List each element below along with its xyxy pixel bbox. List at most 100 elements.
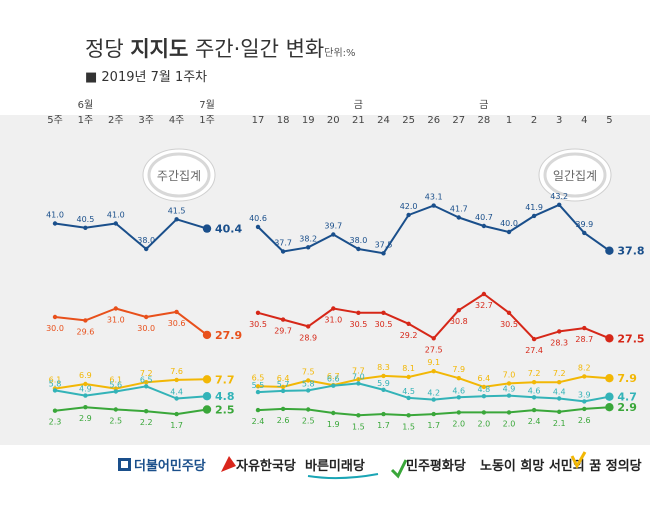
- daily-tick-6: 25: [402, 115, 415, 126]
- weekly-point-bareun-4: [174, 396, 179, 401]
- daily-label-pyeonghwa-9: 2.0: [478, 419, 491, 428]
- legend-item-minjoo: 더불어민주당: [118, 458, 206, 474]
- daily-label-jayu-13: 28.7: [575, 335, 593, 344]
- title-suffix: 주간·일간 변화: [188, 37, 324, 61]
- daily-label-jayu-3: 31.0: [324, 316, 342, 325]
- legend: 더불어민주당 자유한국당 바른미래당 민주평화당 노동이 희망 서민의 꿈 정의…: [118, 451, 642, 480]
- daily-point-jayu-6: [406, 321, 411, 326]
- daily-tick-5: 24: [377, 115, 390, 126]
- daily-label-bareun-11: 4.6: [528, 386, 541, 395]
- weekly-point-jeongui-5: [202, 375, 212, 384]
- daily-point-minjoo-5: [381, 251, 386, 256]
- weekly-tick-2: 2주: [108, 115, 124, 126]
- weekly-label-bareun-1: 4.9: [79, 385, 92, 394]
- weekly-point-jeongui-3: [144, 380, 149, 385]
- daily-point-pyeonghwa-2: [306, 407, 311, 412]
- weekly-label-pyeonghwa-4: 1.7: [170, 421, 183, 430]
- weekly-label-jeongui-4: 7.6: [170, 367, 183, 376]
- daily-point-jayu-3: [331, 306, 336, 311]
- daily-label-jeongui-14: 7.9: [617, 372, 637, 385]
- daily-label-bareun-5: 5.9: [377, 379, 390, 388]
- weekly-point-bareun-0: [52, 388, 58, 393]
- minjoo-logo-inner: [121, 461, 128, 468]
- weekly-point-bareun-2: [113, 389, 119, 394]
- badge-daily-ring: [543, 152, 607, 198]
- weekly-label-jeongui-1: 6.9: [79, 371, 92, 380]
- weekly-label-pyeonghwa-2: 2.5: [109, 417, 122, 426]
- weekly-label-bareun-5: 4.8: [215, 390, 235, 403]
- daily-label-jeongui-10: 7.0: [503, 370, 516, 379]
- weekly-label-bareun-0: 5.8: [49, 379, 62, 388]
- daily-label-jayu-5: 30.5: [375, 320, 393, 329]
- weekly-label-minjoo-5: 40.4: [215, 223, 242, 236]
- weekly-label-minjoo-2: 41.0: [107, 211, 125, 220]
- daily-point-bareun-0: [255, 389, 261, 395]
- weekly-tick-0: 5주: [47, 115, 63, 126]
- daily-label-jeongui-6: 8.1: [402, 364, 415, 373]
- daily-tick-8: 27: [452, 115, 465, 126]
- weekly-point-jayu-5: [202, 330, 212, 340]
- legend-item-jayu: 자유한국당: [221, 456, 296, 474]
- daily-point-pyeonghwa-14: [605, 403, 614, 412]
- daily-point-pyeonghwa-4: [356, 413, 361, 418]
- legend-label-pyeonghwa: 민주평화당: [406, 458, 466, 474]
- daily-label-jayu-4: 30.5: [349, 320, 367, 329]
- weekly-tick-5: 1주: [199, 115, 215, 126]
- daily-tick-9: 28: [478, 115, 491, 126]
- daily-point-jeongui-14: [605, 374, 614, 383]
- daily-label-bareun-12: 4.4: [553, 388, 566, 397]
- daily-point-pyeonghwa-12: [557, 409, 562, 414]
- daily-label-minjoo-2: 38.2: [299, 234, 317, 243]
- daily-point-minjoo-10: [506, 229, 512, 235]
- daily-point-jeongui-9: [481, 384, 487, 390]
- daily-tick-11: 2: [531, 115, 537, 126]
- daily-label-pyeonghwa-11: 2.4: [528, 417, 541, 426]
- legend-label-bareun: 바른미래당: [305, 458, 365, 474]
- daily-point-bareun-6: [406, 395, 411, 401]
- chart-subtitle: ■ 2019년 7월 1주차: [85, 70, 207, 85]
- weekly-label-jayu-2: 31.0: [107, 316, 125, 325]
- daily-label-jeongui-2: 7.5: [302, 368, 315, 377]
- daily-label-minjoo-1: 37.7: [274, 239, 292, 248]
- daily-point-minjoo-0: [255, 224, 261, 230]
- weekly-line-pyeonghwa: [54, 406, 208, 416]
- weekly-label-jayu-0: 30.0: [46, 324, 64, 333]
- daily-point-jayu-0: [255, 310, 261, 315]
- daily-point-bareun-11: [531, 395, 537, 400]
- daily-label-bareun-10: 4.9: [503, 385, 516, 394]
- daily-tick-10: 1: [506, 115, 512, 126]
- weekly-label-pyeonghwa-5: 2.5: [215, 404, 235, 417]
- weekly-label-bareun-3: 6.5: [140, 375, 153, 384]
- weekly-label-jayu-4: 30.6: [168, 319, 186, 328]
- daily-label-minjoo-9: 40.7: [475, 213, 493, 222]
- weekly-point-bareun-5: [202, 392, 212, 401]
- weekly-point-jeongui-1: [83, 381, 88, 387]
- daily-point-jeongui-2: [306, 378, 311, 383]
- weekly-label-jeongui-3: 7.2: [140, 369, 153, 378]
- weekly-point-minjoo-5: [202, 224, 212, 233]
- title-bold: 지지도: [130, 37, 188, 61]
- daily-tick-3: 20: [327, 115, 340, 126]
- weekly-point-pyeonghwa-2: [113, 407, 119, 412]
- daily-point-jeongui-5: [381, 373, 386, 379]
- daily-point-minjoo-2: [306, 245, 311, 250]
- badge-weekly-bubble: [142, 148, 216, 202]
- legend-item-pyeonghwa: 민주평화당: [390, 458, 466, 479]
- daily-label-minjoo-3: 39.7: [324, 222, 342, 231]
- daily-label-jayu-8: 30.8: [450, 317, 468, 326]
- daily-point-minjoo-13: [582, 230, 587, 236]
- weekly-label-bareun-2: 5.6: [109, 381, 122, 390]
- daily-tick-2: 19: [302, 115, 315, 126]
- weekly-point-bareun-1: [83, 393, 88, 398]
- daily-point-pyeonghwa-5: [381, 411, 386, 417]
- daily-label-pyeonghwa-5: 1.7: [377, 421, 390, 430]
- daily-point-minjoo-11: [531, 213, 537, 219]
- daily-label-pyeonghwa-1: 2.6: [277, 416, 290, 425]
- weekly-point-jayu-1: [83, 318, 88, 323]
- unit-label: 단위:%: [324, 46, 355, 59]
- daily-point-minjoo-8: [456, 215, 461, 220]
- badge-daily-bubble: [538, 148, 612, 202]
- weekly-line-bareun: [54, 385, 208, 400]
- daily-label-jayu-0: 30.5: [249, 320, 267, 329]
